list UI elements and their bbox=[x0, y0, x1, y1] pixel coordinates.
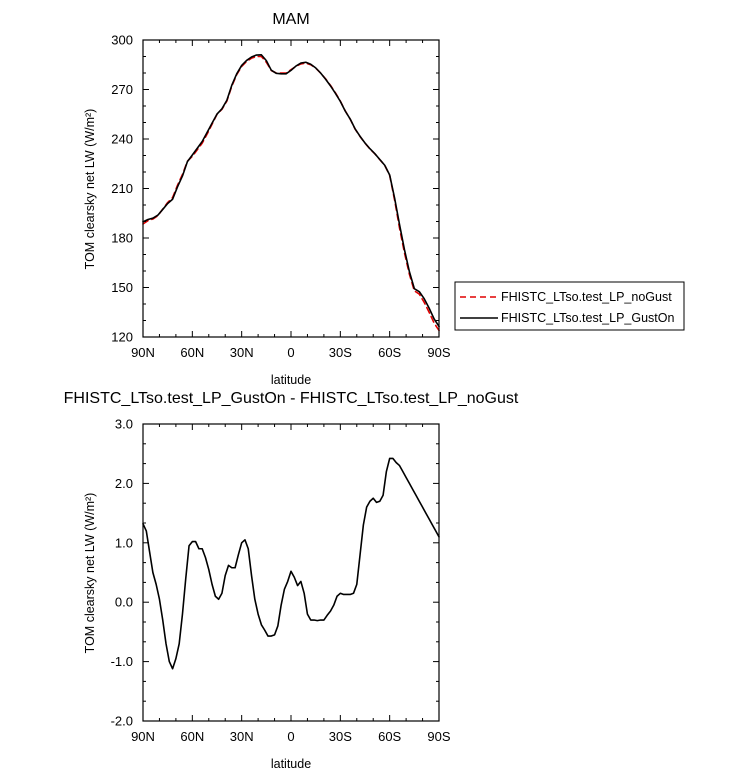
y-tick-label-bottom: 3.0 bbox=[115, 417, 133, 432]
x-tick-label-top: 30S bbox=[329, 345, 352, 360]
panel-bottom: FHISTC_LTso.test_LP_GustOn - FHISTC_LTso… bbox=[64, 390, 519, 771]
y-tick-label-top: 150 bbox=[111, 280, 133, 295]
x-tick-label-bottom: 60N bbox=[180, 729, 204, 744]
y-tick-label-bottom: 2.0 bbox=[115, 476, 133, 491]
y-tick-label-bottom: 1.0 bbox=[115, 535, 133, 550]
plot-frame-top bbox=[142, 39, 440, 338]
y-tick-label-bottom: -2.0 bbox=[111, 714, 133, 729]
plot-area-top: 90N 60N 30N 0 30S 60S 90S 120 150 180 210 240 270 300 bbox=[111, 33, 451, 361]
y-tick-label-top: 210 bbox=[111, 181, 133, 196]
y-tick-label-top: 120 bbox=[111, 330, 133, 345]
series-line-bottom-0 bbox=[142, 457, 440, 670]
legend-label-nogust: FHISTC_LTso.test_LP_noGust bbox=[501, 290, 672, 304]
legend-box: FHISTC_LTso.test_LP_noGust FHISTC_LTso.t… bbox=[454, 281, 685, 331]
x-tick-label-top: 90S bbox=[427, 345, 450, 360]
panel-top: MAM 90N 60N 30N 0 30S 60S 90S 120 150 180 210 240 27… bbox=[83, 11, 685, 387]
x-tick-label-bottom: 60S bbox=[378, 729, 401, 744]
x-axis-label-bottom: latitude bbox=[271, 757, 311, 771]
y-tick-label-top: 300 bbox=[111, 33, 133, 48]
x-tick-label-top: 60N bbox=[180, 345, 204, 360]
y-tick-label-top: 240 bbox=[111, 132, 133, 147]
y-tick-label-top: 270 bbox=[111, 82, 133, 97]
x-tick-label-top: 30N bbox=[230, 345, 254, 360]
plot-area-bottom: 90N 60N 30N 0 30S 60S 90S -2.0 -1.0 0.0 1.0 2.0 3.0 bbox=[111, 417, 451, 745]
series-line-top-0 bbox=[142, 55, 440, 332]
x-tick-label-top: 90N bbox=[131, 345, 155, 360]
y-axis-label-top: TOM clearsky net LW (W/m²) bbox=[83, 109, 97, 270]
y-tick-label-bottom: 0.0 bbox=[115, 595, 133, 610]
chart-title-top: MAM bbox=[272, 11, 309, 28]
chart-title-bottom: FHISTC_LTso.test_LP_GustOn - FHISTC_LTso… bbox=[64, 390, 519, 407]
y-axis-label-bottom: TOM clearsky net LW (W/m²) bbox=[83, 493, 97, 654]
x-tick-label-bottom: 90N bbox=[131, 729, 155, 744]
x-tick-label-bottom: 90S bbox=[427, 729, 450, 744]
series-line-top-1 bbox=[142, 54, 440, 328]
y-tick-label-top: 180 bbox=[111, 231, 133, 246]
legend-label-guston: FHISTC_LTso.test_LP_GustOn bbox=[501, 311, 674, 325]
y-tick-label-bottom: -1.0 bbox=[111, 654, 133, 669]
x-tick-label-bottom: 30N bbox=[230, 729, 254, 744]
legend-frame bbox=[454, 281, 685, 331]
x-tick-label-top: 0 bbox=[287, 345, 294, 360]
x-tick-label-bottom: 0 bbox=[287, 729, 294, 744]
x-tick-label-top: 60S bbox=[378, 345, 401, 360]
x-tick-label-bottom: 30S bbox=[329, 729, 352, 744]
x-axis-label-top: latitude bbox=[271, 373, 311, 387]
